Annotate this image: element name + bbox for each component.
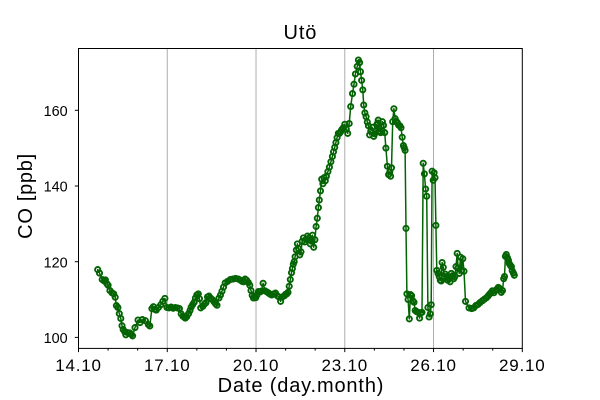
svg-text:23.10: 23.10 <box>322 356 369 375</box>
svg-text:29.10: 29.10 <box>499 356 546 375</box>
svg-text:17.10: 17.10 <box>144 356 191 375</box>
svg-text:26.10: 26.10 <box>410 356 457 375</box>
svg-text:120: 120 <box>44 255 68 271</box>
svg-text:140: 140 <box>44 180 68 196</box>
svg-text:CO [ppb]: CO [ppb] <box>15 153 37 239</box>
svg-text:20.10: 20.10 <box>233 356 280 375</box>
svg-text:Utö: Utö <box>283 22 317 44</box>
svg-text:160: 160 <box>44 104 68 120</box>
svg-text:100: 100 <box>44 331 68 347</box>
svg-text:Date (day.month): Date (day.month) <box>218 375 385 397</box>
svg-text:14.10: 14.10 <box>55 356 102 375</box>
